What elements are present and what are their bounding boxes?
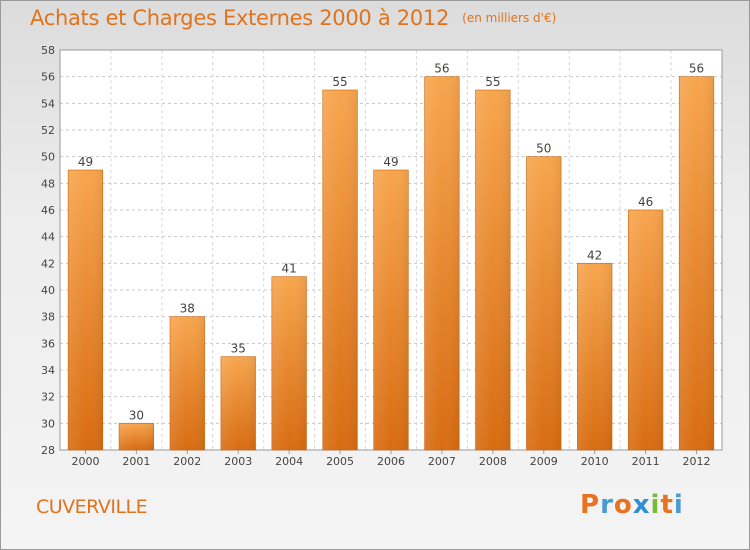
chart-subtitle: (en milliers d'€) [462,11,557,25]
logo-letter: i [650,490,661,520]
y-tick-label: 28 [41,444,55,457]
logo-letter: r [600,490,614,520]
y-tick-label: 48 [41,177,55,190]
bar-sheen [322,90,358,450]
x-tick-label: 2012 [683,455,711,468]
data-label: 56 [689,62,704,76]
proxiti-logo: Proxiti [580,490,684,520]
x-tick-label: 2011 [632,455,660,468]
chart-title: Achats et Charges Externes 2000 à 2012 [30,6,450,30]
y-tick-label: 36 [41,337,55,350]
data-label: 49 [383,155,398,169]
x-tick-label: 2002 [173,455,201,468]
bar-sheen [679,76,714,451]
chart-title-block: Achats et Charges Externes 2000 à 2012 (… [30,6,556,30]
logo-letter: t [660,490,674,520]
data-label: 42 [587,248,602,262]
bar-sheen [169,316,205,450]
y-tick-label: 38 [41,311,55,324]
commune-name: CUVERVILLE [36,496,148,518]
x-tick-label: 2003 [224,455,252,468]
y-tick-label: 32 [41,391,55,404]
y-tick-label: 30 [41,417,55,430]
logo-letter: o [613,490,633,520]
data-label: 56 [434,62,449,76]
y-tick-label: 56 [41,71,55,84]
bar-sheen [628,210,663,450]
y-tick-label: 50 [41,151,55,164]
data-label: 38 [180,302,195,316]
x-tick-label: 2004 [275,455,303,468]
y-tick-label: 46 [41,204,55,217]
bar-sheen [577,263,613,450]
bar-sheen [424,76,460,451]
x-tick-label: 2000 [71,455,99,468]
bar-sheen [119,423,154,450]
y-tick-label: 54 [41,97,55,110]
data-label: 41 [282,262,297,276]
bar-sheen [526,156,562,450]
x-tick-label: 2009 [530,455,558,468]
data-label: 55 [485,75,500,89]
logo-letter: x [632,490,651,520]
x-tick-label: 2001 [122,455,150,468]
y-tick-label: 42 [41,257,55,270]
bar-sheen [220,356,256,450]
x-tick-label: 2007 [428,455,456,468]
data-label: 49 [78,155,93,169]
x-tick-label: 2010 [581,455,609,468]
y-tick-label: 44 [41,231,55,244]
y-tick-label: 52 [41,124,55,137]
x-tick-label: 2008 [479,455,507,468]
x-tick-label: 2005 [326,455,354,468]
data-label: 30 [129,408,144,422]
data-label: 46 [638,195,653,209]
y-tick-label: 34 [41,364,55,377]
y-tick-label: 58 [41,44,55,57]
logo-letter: i [673,490,684,520]
data-label: 35 [231,342,246,356]
logo-letter: P [580,490,601,520]
x-tick-label: 2006 [377,455,405,468]
y-tick-label: 40 [41,284,55,297]
bar-sheen [271,276,307,450]
data-label: 55 [332,75,347,89]
bar-sheen [68,170,103,450]
data-label: 50 [536,142,551,156]
bar-sheen [373,170,409,450]
bar-sheen [475,90,511,450]
